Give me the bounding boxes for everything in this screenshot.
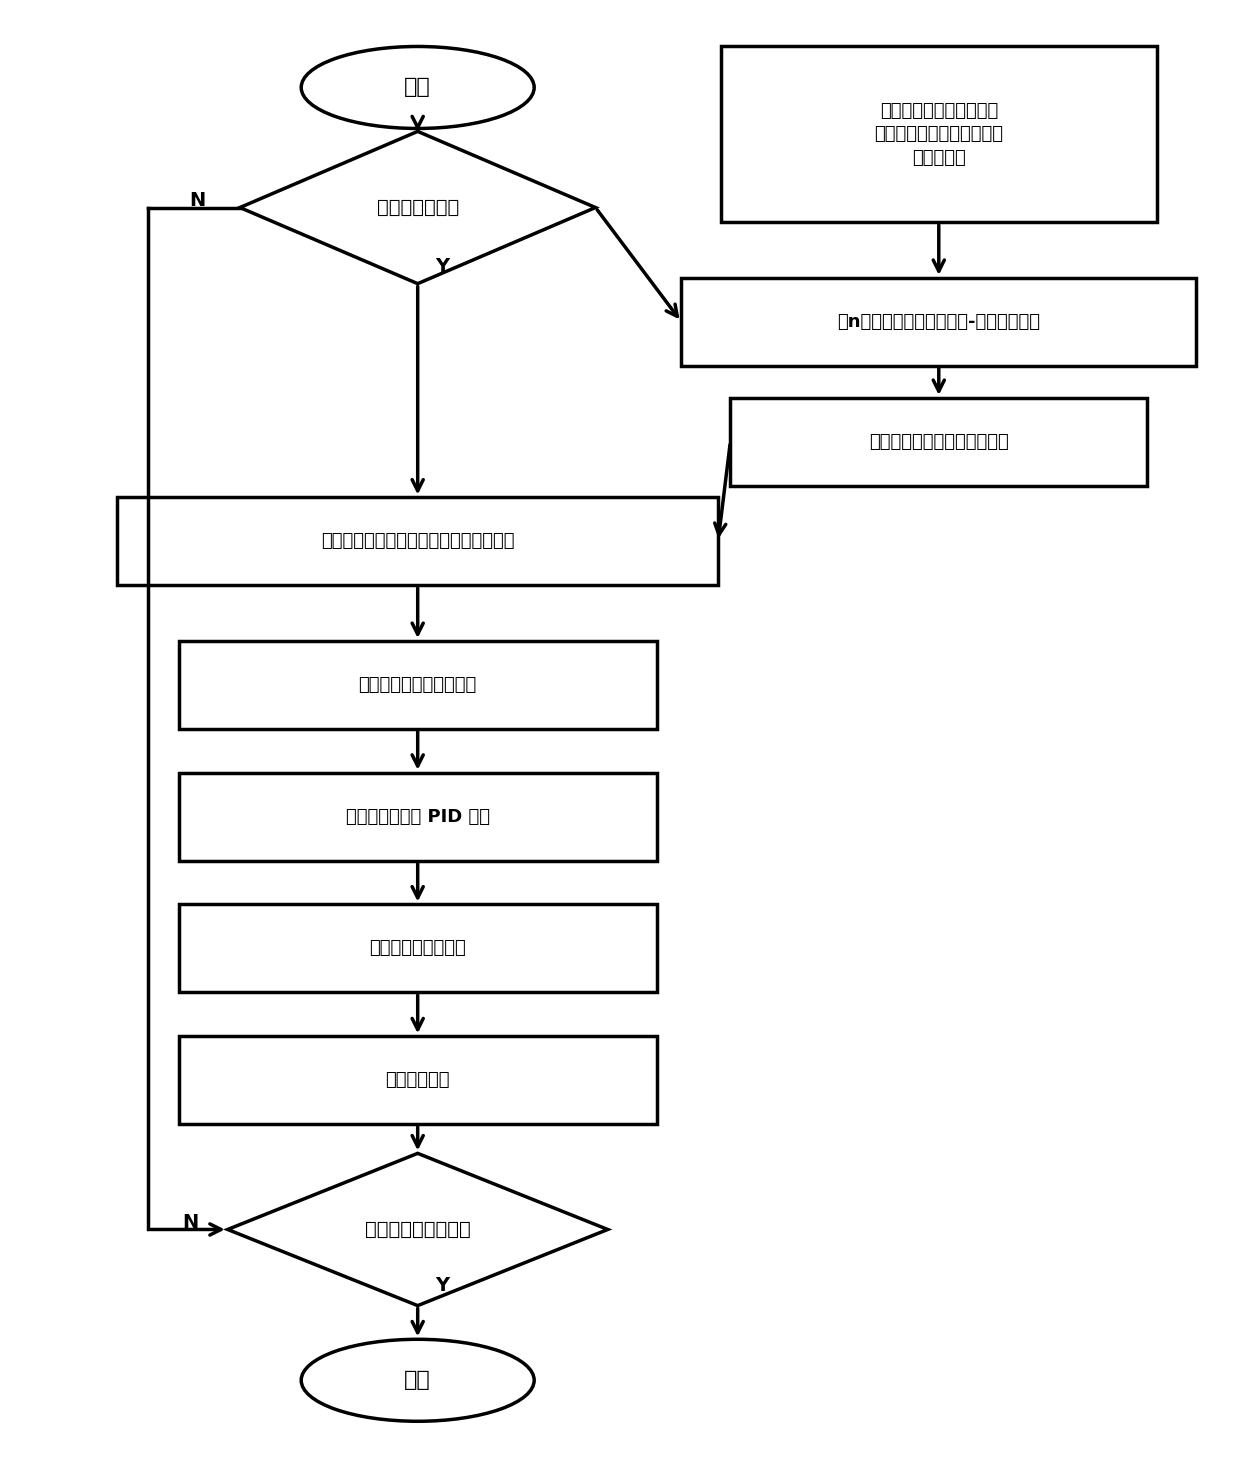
Text: 一次调频动作？: 一次调频动作？ (377, 198, 459, 217)
Text: 试验结果输入调速器控制系统: 试验结果输入调速器控制系统 (869, 433, 1008, 451)
Text: 一次调频动作复归？: 一次调频动作复归？ (365, 1219, 470, 1239)
Text: 结束: 结束 (404, 1370, 432, 1391)
Text: Y: Y (435, 257, 449, 275)
Text: N: N (188, 191, 205, 210)
Text: 本次调节结束: 本次调节结束 (386, 1072, 450, 1089)
Bar (179, 1036, 657, 1125)
Bar (720, 46, 1157, 222)
Text: Y: Y (435, 1276, 449, 1295)
Bar (118, 498, 718, 585)
Text: 调速器进行开度调节: 调速器进行开度调节 (370, 940, 466, 958)
Text: 调速器中增加一次调频功
率动作量信号、实时测量机
组运行水头: 调速器中增加一次调频功 率动作量信号、实时测量机 组运行水头 (874, 102, 1003, 167)
Text: 开始: 开始 (404, 77, 432, 98)
Bar (179, 773, 657, 860)
Bar (681, 278, 1197, 365)
Text: 监控叠加后进行 PID 运算: 监控叠加后进行 PID 运算 (346, 807, 490, 826)
Text: N: N (182, 1212, 198, 1231)
Text: 调速器内部自动计算得到导叶开度动作量: 调速器内部自动计算得到导叶开度动作量 (321, 532, 515, 550)
Text: 插值计算得到功率动作量: 插值计算得到功率动作量 (358, 675, 477, 693)
Bar (730, 398, 1147, 486)
Text: 在n个水头下试验记录导叶-功率对应关系: 在n个水头下试验记录导叶-功率对应关系 (837, 313, 1040, 331)
Bar (179, 905, 657, 992)
Bar (179, 641, 657, 729)
